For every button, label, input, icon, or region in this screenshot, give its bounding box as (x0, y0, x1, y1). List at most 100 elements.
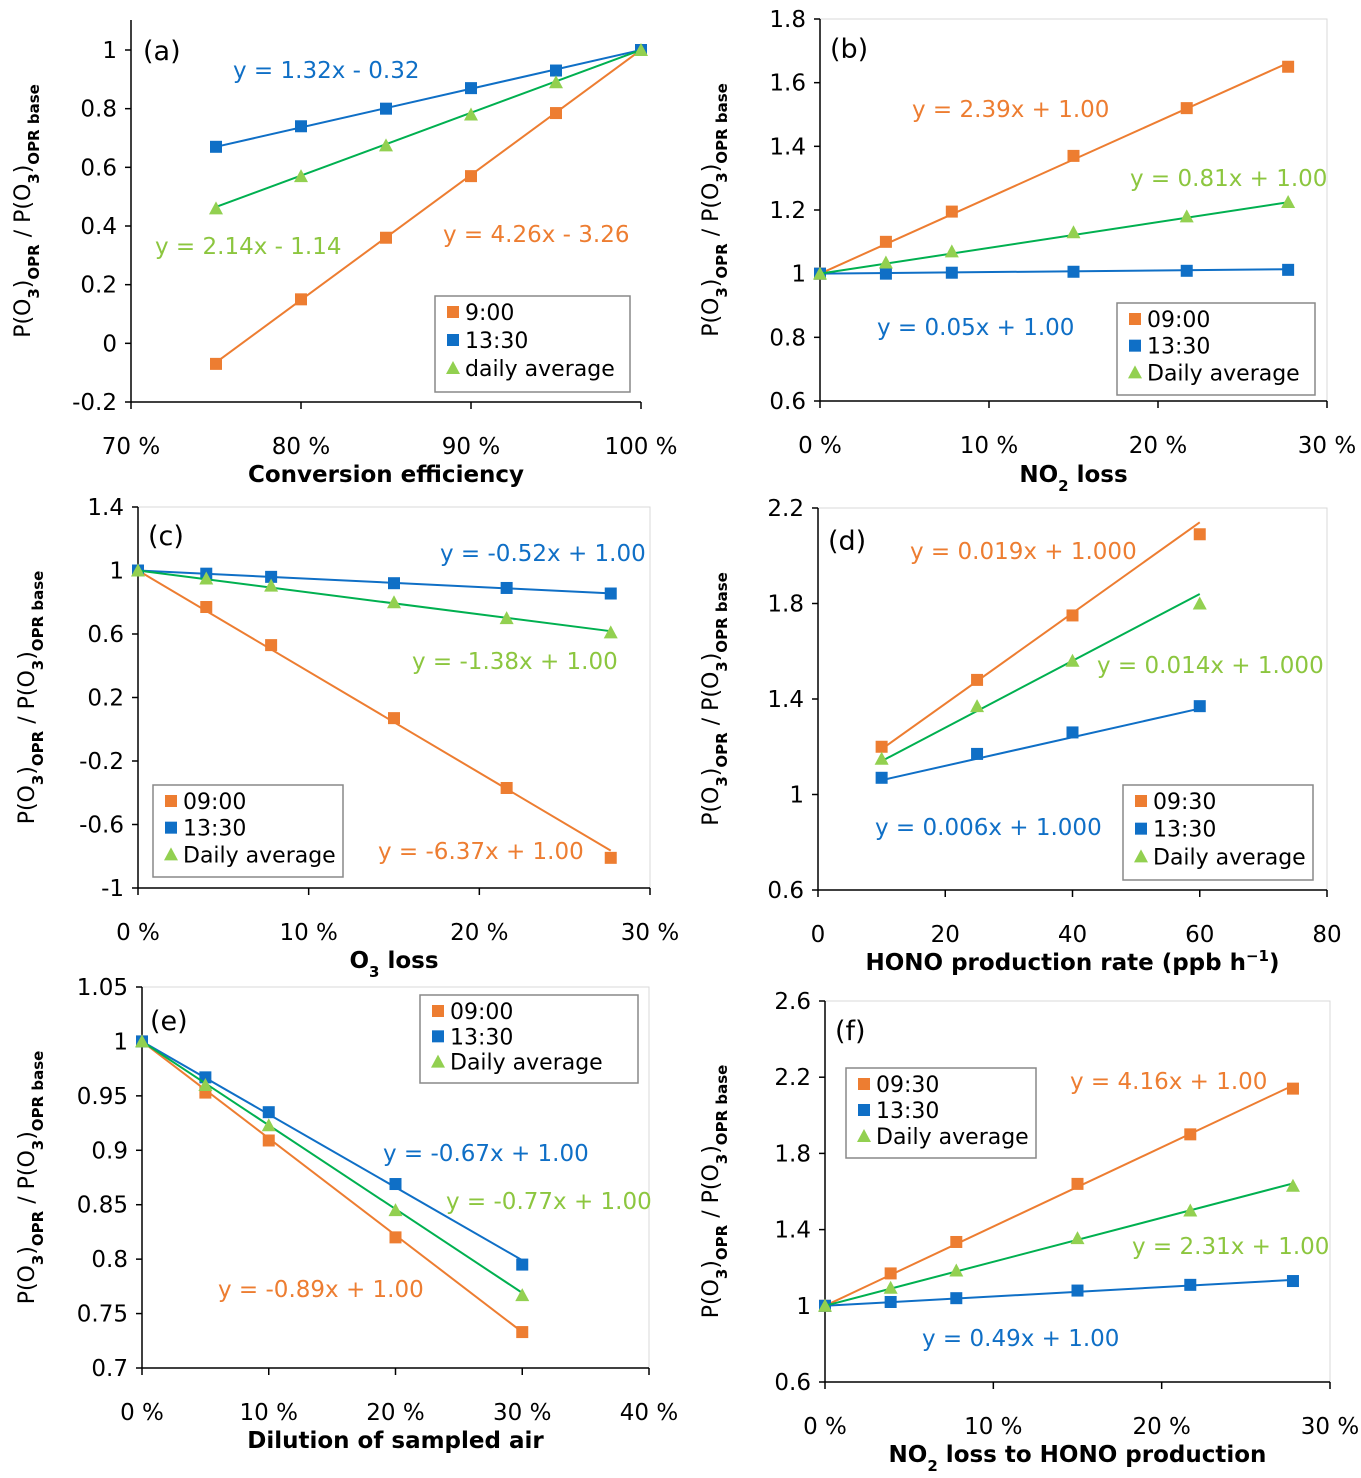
y-axis-label-part: OPR base (29, 1051, 47, 1131)
data-point (603, 625, 618, 639)
data-point (945, 266, 958, 279)
trend-equation: y = 0.006x + 1.000 (875, 815, 1102, 841)
y-axis-label-part: P(O (15, 1265, 40, 1304)
data-point (884, 1267, 897, 1280)
y-tick-label: 0.75 (77, 1302, 128, 1328)
legend-triangle-icon (164, 847, 178, 861)
legend-label: 09:00 (1147, 308, 1210, 333)
y-axis-label: P(O3)OPR / P(O3)OPR base (15, 1051, 47, 1305)
legend-label: Daily average (1147, 361, 1300, 386)
y-tick-label: 1.4 (769, 134, 806, 160)
panel-label: (e) (150, 1006, 188, 1037)
series-daily-average: y = 2.14x - 1.14 (155, 43, 648, 260)
y-axis-label-part: 3 (29, 1140, 47, 1150)
y-tick-label: 1.05 (77, 975, 128, 1001)
legend-item: Daily average (1128, 361, 1300, 386)
y-axis-label-part: ) (15, 1246, 40, 1255)
trendline (137, 569, 611, 633)
trend-equation: y = 0.019x + 1.000 (910, 539, 1137, 565)
data-point (1192, 596, 1207, 610)
legend-square-icon (432, 1030, 444, 1043)
y-axis-label-part: OPR (29, 1210, 47, 1246)
data-point (634, 43, 648, 56)
data-point (387, 595, 401, 609)
x-tick-label: 80 % (272, 434, 330, 460)
data-point (950, 1235, 963, 1248)
trend-equation: y = 0.81x + 1.00 (1130, 166, 1327, 192)
series-13-30: y = 0.006x + 1.000 (875, 700, 1206, 841)
legend-label: 09:30 (1153, 790, 1216, 815)
trendline (215, 49, 642, 364)
data-point (209, 201, 223, 215)
data-point (549, 75, 563, 89)
trendline (824, 1084, 1294, 1307)
data-point (1067, 149, 1080, 162)
data-point (131, 563, 145, 577)
legend-triangle-icon (1134, 849, 1148, 863)
legend-item: 09:30 (1135, 790, 1216, 815)
legend-item: Daily average (164, 843, 336, 868)
trend-equation: y = 0.05x + 1.00 (877, 315, 1074, 341)
legend-box (152, 784, 344, 878)
data-point (944, 244, 959, 258)
legend-label: Daily average (1153, 845, 1306, 870)
data-point (883, 1280, 898, 1294)
legend-square-icon (1135, 795, 1147, 807)
series-09-00: y = 2.39x + 1.00 (814, 60, 1295, 280)
y-tick-label: 1.4 (87, 495, 124, 521)
x-tick-label: 0 % (803, 1414, 847, 1440)
legend-item: 13:30 (165, 817, 246, 842)
y-axis-label-part: 3 (713, 661, 731, 671)
x-tick-label: 30 % (621, 920, 679, 946)
legend-label: 13:30 (465, 329, 528, 354)
legend-box (845, 1067, 1037, 1159)
legend-square-icon (165, 795, 177, 807)
data-point (604, 587, 617, 600)
y-axis-label-part: / P(O (699, 672, 724, 733)
legend-square-icon (1129, 313, 1141, 325)
data-point (261, 1118, 276, 1132)
data-point (970, 699, 985, 713)
data-point (879, 267, 892, 280)
data-point (265, 639, 278, 652)
x-axis-label: O3 loss (349, 948, 438, 981)
x-tick-label: 30 % (493, 1400, 551, 1426)
x-tick-label: 30 % (1298, 433, 1356, 459)
y-axis-label-part: / P(O (699, 183, 724, 244)
data-point (878, 255, 893, 269)
y-tick-label: -0.2 (79, 749, 124, 775)
y-tick-label: 0.6 (87, 622, 124, 648)
data-point (1286, 1275, 1299, 1288)
trendline (881, 707, 1200, 782)
legend-item: 09:00 (165, 790, 246, 815)
y-tick-label: 1.4 (767, 687, 804, 713)
y-axis-label-part: OPR base (713, 572, 731, 652)
data-point (516, 1258, 529, 1271)
y-tick-label: 0.8 (769, 325, 806, 351)
x-tick-label: 0 % (120, 1400, 164, 1426)
y-axis-label-part: 3 (713, 1154, 731, 1164)
data-point (1184, 1278, 1197, 1291)
data-point (135, 1034, 149, 1048)
y-tick-label: 1 (791, 262, 806, 288)
y-tick-label: -0.2 (72, 390, 117, 416)
y-axis-label-part: ) (699, 1145, 724, 1154)
x-tick-label: 40 % (620, 1400, 678, 1426)
panel-label: (c) (148, 521, 184, 552)
y-tick-label: -1 (101, 876, 124, 902)
y-tick-label: 0.6 (767, 878, 804, 904)
data-point (879, 235, 892, 248)
trend-equation: y = -6.37x + 1.00 (378, 839, 584, 865)
x-tick-label: 10 % (964, 1414, 1022, 1440)
legend-item: Daily average (857, 1125, 1029, 1150)
y-axis-label-part: P(O (699, 1279, 724, 1318)
legend-square-icon (447, 334, 459, 346)
data-point (199, 571, 214, 585)
data-point (1066, 609, 1079, 622)
data-point (1193, 700, 1206, 713)
y-axis-label-part: OPR base (713, 83, 731, 163)
y-tick-label: 1.2 (769, 198, 806, 224)
y-axis-label-part: ) (699, 279, 724, 288)
x-tick-label: 10 % (240, 1400, 298, 1426)
